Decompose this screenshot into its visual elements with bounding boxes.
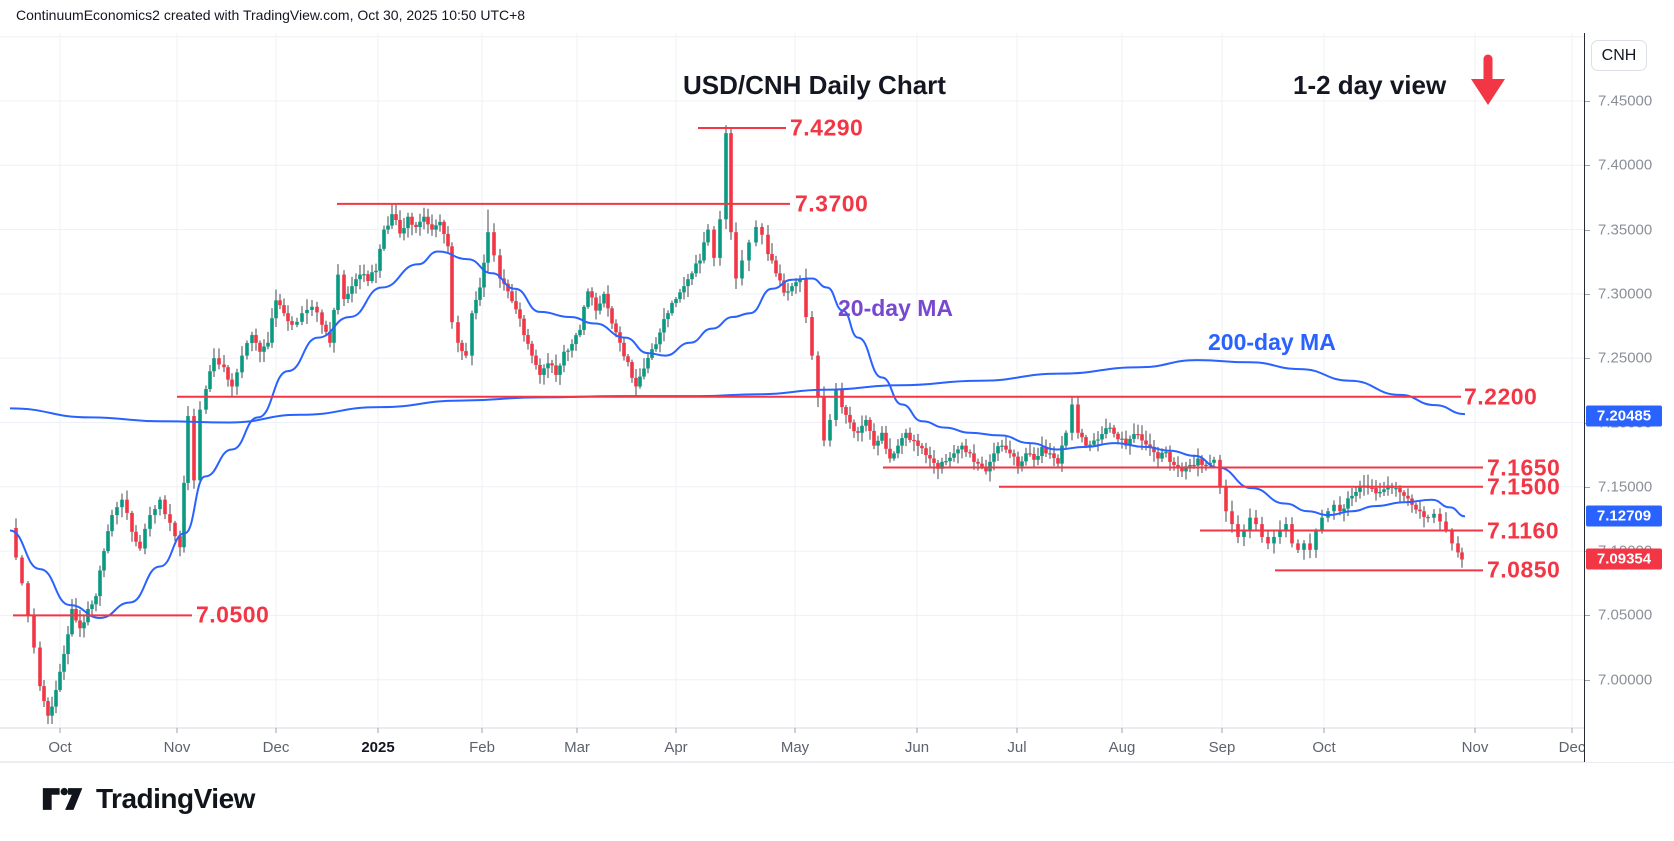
price-axis-tick	[1585, 615, 1590, 617]
time-axis-label: Oct	[1312, 739, 1336, 756]
price-axis-tick	[1585, 486, 1590, 488]
time-axis-label: Feb	[469, 739, 495, 756]
candlestick-series[interactable]	[14, 125, 1464, 725]
ma200-value-badge: 7.20485	[1586, 405, 1662, 427]
price-axis[interactable]: CNH 7.45000 7.40000 7.35000 7.30000 7.25000 7…	[1584, 33, 1674, 762]
time-axis-label: Dec	[1558, 739, 1586, 756]
price-axis-label: 7.00000	[1598, 671, 1653, 689]
level-label-7.1500[interactable]: 7.1500	[1487, 473, 1561, 500]
time-axis-frame	[0, 727, 1674, 763]
time-axis-label: Mar	[564, 739, 590, 756]
time-axis-label: Jun	[904, 739, 930, 756]
level-label-7.3700[interactable]: 7.3700	[795, 190, 869, 217]
level-label-7.0850[interactable]: 7.0850	[1487, 556, 1561, 583]
price-axis-label: 7.40000	[1598, 156, 1653, 174]
ma200-label[interactable]: 200-day MA	[1208, 329, 1336, 355]
time-axis-label: Nov	[163, 739, 191, 756]
price-axis-label: 7.25000	[1598, 349, 1653, 367]
time-axis-label: Aug	[1108, 739, 1136, 756]
ma200-line[interactable]	[9, 359, 1466, 424]
chart-title[interactable]: USD/CNH Daily Chart	[683, 70, 946, 100]
time-axis-label: Apr	[664, 739, 688, 756]
time-axis-label: Nov	[1461, 739, 1489, 756]
view-note-text[interactable]: 1-2 day view	[1293, 70, 1447, 100]
time-axis-label: Sep	[1208, 739, 1236, 756]
time-axis-label: Dec	[262, 739, 290, 756]
level-label-7.2200[interactable]: 7.2200	[1464, 383, 1538, 410]
price-axis-label: 7.30000	[1598, 285, 1653, 303]
price-axis-tick	[1585, 679, 1590, 681]
ma20-line[interactable]	[9, 250, 1466, 620]
price-axis-tick	[1585, 229, 1590, 231]
tradingview-logo[interactable]: TradingView	[42, 783, 255, 815]
price-axis-tick	[1585, 165, 1590, 167]
down-arrow-icon[interactable]	[1468, 54, 1508, 108]
ma20-value-badge: 7.12709	[1586, 505, 1662, 527]
support-resistance-lines	[13, 127, 1483, 617]
price-axis-label: 7.45000	[1598, 92, 1653, 110]
price-axis-tick	[1585, 293, 1590, 295]
tradingview-logo-text: TradingView	[96, 783, 255, 814]
price-axis-tick	[1585, 358, 1590, 360]
level-label-7.4290[interactable]: 7.4290	[790, 114, 864, 141]
tradingview-logo-icon	[42, 787, 83, 810]
level-label-7.0500[interactable]: 7.0500	[196, 601, 270, 628]
time-axis-label: Jul	[1007, 739, 1027, 756]
last-price-badge: 7.09354	[1586, 548, 1662, 570]
level-label-7.1160[interactable]: 7.1160	[1487, 517, 1560, 544]
time-axis-label: 2025	[361, 739, 395, 756]
price-axis-label: 7.15000	[1598, 478, 1653, 496]
time-axis-label: Oct	[48, 739, 72, 756]
price-axis-label: 7.05000	[1598, 606, 1653, 624]
attribution-text: ContinuumEconomics2 created with Trading…	[16, 7, 526, 23]
ma20-label[interactable]: 20-day MA	[838, 295, 954, 321]
level-label-7.1650[interactable]: 7.1650	[1487, 454, 1561, 480]
price-axis-tick	[1585, 101, 1590, 102]
time-axis-label: May	[780, 739, 810, 756]
price-axis-label: 7.35000	[1598, 221, 1653, 239]
currency-button[interactable]: CNH	[1591, 40, 1647, 71]
